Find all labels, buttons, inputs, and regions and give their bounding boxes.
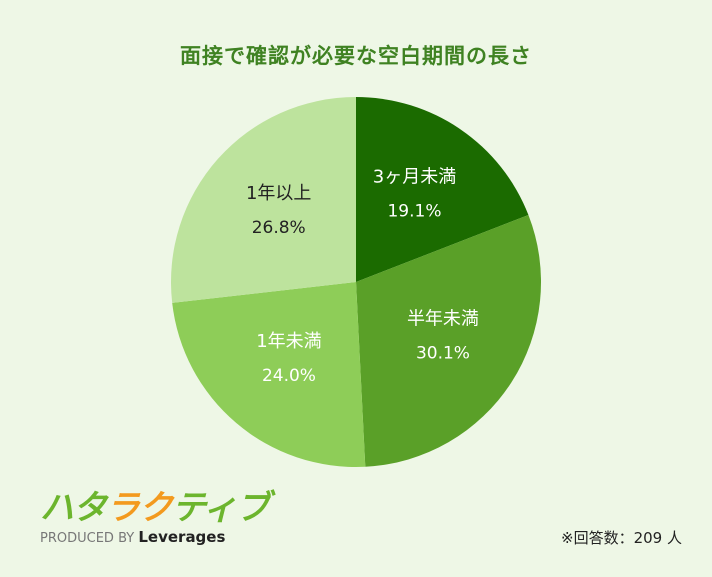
slice-label: 1年以上: [246, 183, 311, 204]
pie-slice: [170, 97, 356, 303]
logo-mark: ハタラクティブ: [40, 488, 270, 528]
respondent-count: ※回答数：209 人: [561, 529, 682, 547]
slice-value: 30.1%: [416, 343, 470, 363]
pie-slice: [356, 214, 541, 467]
slice-value: 19.1%: [387, 201, 441, 221]
slice-label: 1年未満: [256, 331, 321, 352]
slice-value: 26.8%: [252, 218, 306, 238]
pie-slice: [172, 282, 366, 467]
slice-label: 半年未満: [407, 308, 479, 329]
pie-slice: [356, 97, 529, 282]
slice-value: 24.0%: [262, 366, 316, 386]
chart-title: 面接で確認が必要な空白期間の長さ: [180, 44, 532, 68]
produced-by: PRODUCED BY: [40, 531, 135, 546]
logo: ハタラクティブ PRODUCED BY Leverages: [40, 488, 270, 546]
slice-label: 3ヶ月未満: [373, 166, 456, 187]
brand-name: Leverages: [138, 528, 226, 546]
